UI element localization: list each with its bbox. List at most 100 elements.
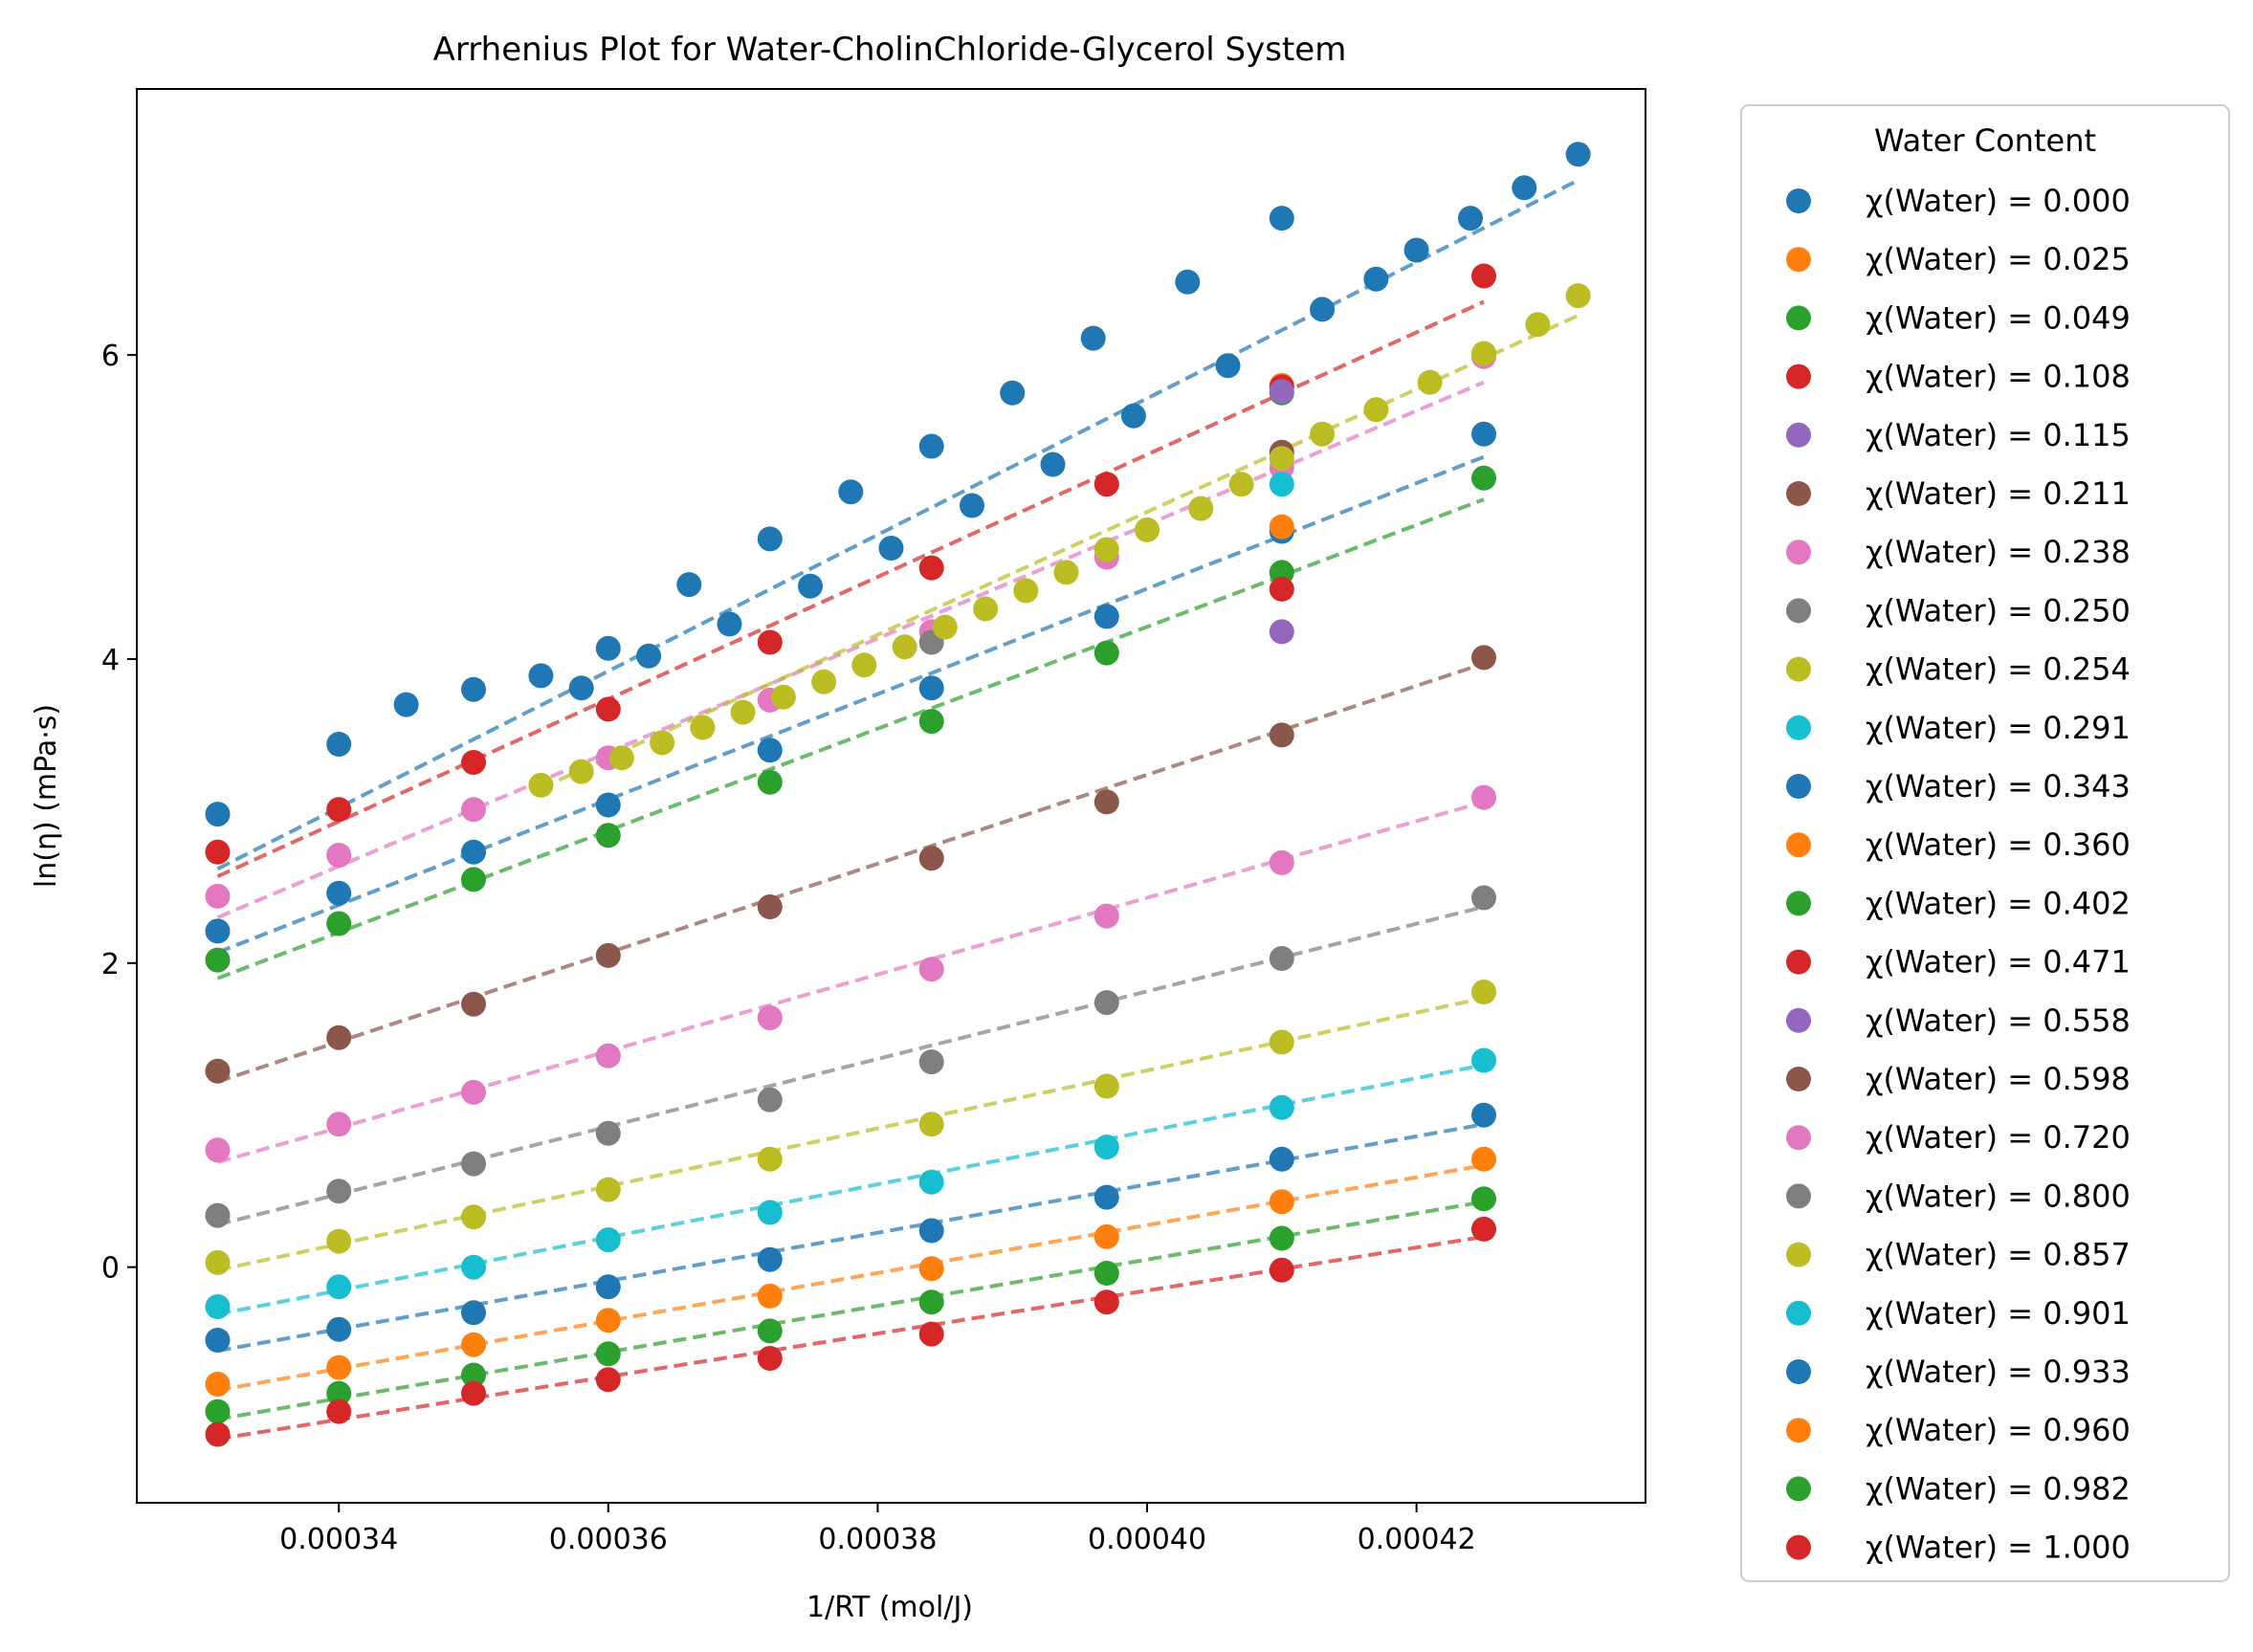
legend-label-12: χ(Water) = 0.402 <box>1866 885 2131 921</box>
data-point-6-1 <box>326 843 352 868</box>
legend-marker-7 <box>1786 598 1811 624</box>
data-point-22-3 <box>595 1341 621 1367</box>
data-point-19-2 <box>461 1254 486 1280</box>
data-point-17-7 <box>1269 946 1294 971</box>
data-point-10-2 <box>461 839 486 865</box>
data-point-22-0 <box>205 1399 231 1424</box>
data-point-23-7 <box>1269 1257 1294 1283</box>
data-point-19-4 <box>757 1200 783 1225</box>
data-point-15-1 <box>326 1024 352 1050</box>
data-point-22-7 <box>1269 1225 1294 1251</box>
data-point-6-2 <box>461 797 486 823</box>
data-point-18-3 <box>595 1177 621 1202</box>
data-point-3-5 <box>918 555 944 581</box>
data-point-0-4 <box>528 663 554 689</box>
data-point-8-0 <box>528 772 554 798</box>
data-point-12-5 <box>918 709 944 735</box>
data-point-18-5 <box>918 1112 944 1137</box>
data-point-10-3 <box>595 792 621 818</box>
data-point-3-2 <box>461 750 486 775</box>
data-point-3-1 <box>326 797 352 823</box>
data-point-21-1 <box>326 1355 352 1380</box>
data-point-20-3 <box>595 1274 621 1300</box>
legend-title: Water Content <box>1874 122 2096 159</box>
data-point-10-4 <box>757 738 783 763</box>
data-point-16-7 <box>1269 849 1294 875</box>
data-point-18-6 <box>1093 1073 1119 1099</box>
data-point-10-5 <box>918 675 944 701</box>
data-point-8-6 <box>770 684 796 710</box>
data-point-10-1 <box>326 880 352 906</box>
data-point-16-3 <box>595 1043 621 1068</box>
data-point-16-6 <box>1093 903 1119 929</box>
data-points <box>205 142 1591 1447</box>
x-tick-label: 0.00042 <box>1358 1523 1476 1556</box>
data-point-10-8 <box>1471 421 1496 447</box>
data-point-8-12 <box>1013 578 1039 604</box>
legend-frame <box>1740 104 2230 1582</box>
data-point-17-4 <box>757 1087 783 1112</box>
y-axis-label: ln(η) (mPa·s) <box>30 704 63 888</box>
data-point-12-3 <box>595 823 621 848</box>
data-point-0-11 <box>798 573 823 599</box>
data-point-22-8 <box>1471 1186 1496 1212</box>
legend-label-6: χ(Water) = 0.238 <box>1866 534 2131 570</box>
data-point-8-5 <box>730 699 756 725</box>
legend-label-7: χ(Water) = 0.250 <box>1866 592 2131 628</box>
legend-label-10: χ(Water) = 0.343 <box>1866 768 2131 804</box>
data-point-0-3 <box>461 676 486 702</box>
legend-marker-17 <box>1786 1183 1811 1209</box>
data-point-21-7 <box>1269 1189 1294 1215</box>
data-point-0-6 <box>595 635 621 661</box>
data-point-18-7 <box>1269 1029 1294 1055</box>
data-point-15-2 <box>461 991 486 1017</box>
legend-marker-23 <box>1786 1534 1811 1560</box>
legend-marker-10 <box>1786 774 1811 799</box>
data-point-8-21 <box>1417 369 1443 395</box>
data-point-23-8 <box>1471 1216 1496 1242</box>
data-point-20-6 <box>1093 1184 1119 1210</box>
legend-label-23: χ(Water) = 1.000 <box>1866 1530 2131 1566</box>
data-point-23-1 <box>326 1399 352 1424</box>
data-point-8-8 <box>851 652 877 678</box>
data-point-0-25 <box>1403 237 1429 263</box>
data-point-12-8 <box>1471 465 1496 491</box>
legend-label-11: χ(Water) = 0.360 <box>1866 826 2131 863</box>
legend-marker-12 <box>1786 891 1811 916</box>
legend-label-5: χ(Water) = 0.211 <box>1866 475 2131 512</box>
data-point-0-12 <box>838 479 864 505</box>
y-tick-label: 0 <box>101 1252 120 1286</box>
data-point-20-8 <box>1471 1102 1496 1128</box>
legend-marker-16 <box>1786 1125 1811 1151</box>
data-point-18-0 <box>205 1249 231 1275</box>
legend-label-21: χ(Water) = 0.960 <box>1866 1412 2131 1448</box>
data-point-10-6 <box>1093 604 1119 629</box>
data-point-22-6 <box>1093 1261 1119 1286</box>
data-point-15-5 <box>918 846 944 871</box>
legend-label-19: χ(Water) = 0.901 <box>1866 1295 2131 1332</box>
data-point-4-1 <box>1269 619 1294 645</box>
legend-label-4: χ(Water) = 0.115 <box>1866 417 2131 453</box>
data-point-22-2 <box>461 1362 486 1388</box>
data-point-19-6 <box>1093 1134 1119 1160</box>
legend-label-22: χ(Water) = 0.982 <box>1866 1470 2131 1507</box>
data-point-20-1 <box>326 1316 352 1342</box>
data-point-10-0 <box>205 918 231 944</box>
data-point-0-20 <box>1175 269 1201 295</box>
data-point-22-4 <box>757 1318 783 1344</box>
data-point-0-21 <box>1215 353 1241 379</box>
data-point-19-0 <box>205 1294 231 1319</box>
data-point-0-18 <box>1080 325 1106 351</box>
data-point-17-1 <box>326 1178 352 1204</box>
data-point-8-23 <box>1525 312 1551 338</box>
data-point-18-2 <box>461 1204 486 1230</box>
fit-line-18 <box>217 996 1485 1272</box>
data-point-16-8 <box>1471 784 1496 810</box>
data-point-15-8 <box>1471 645 1496 671</box>
data-point-19-8 <box>1471 1047 1496 1073</box>
data-point-12-4 <box>757 769 783 795</box>
legend-marker-22 <box>1786 1476 1811 1502</box>
legend-marker-3 <box>1786 363 1811 389</box>
x-axis-label: 1/RT (mol/J) <box>806 1591 973 1624</box>
